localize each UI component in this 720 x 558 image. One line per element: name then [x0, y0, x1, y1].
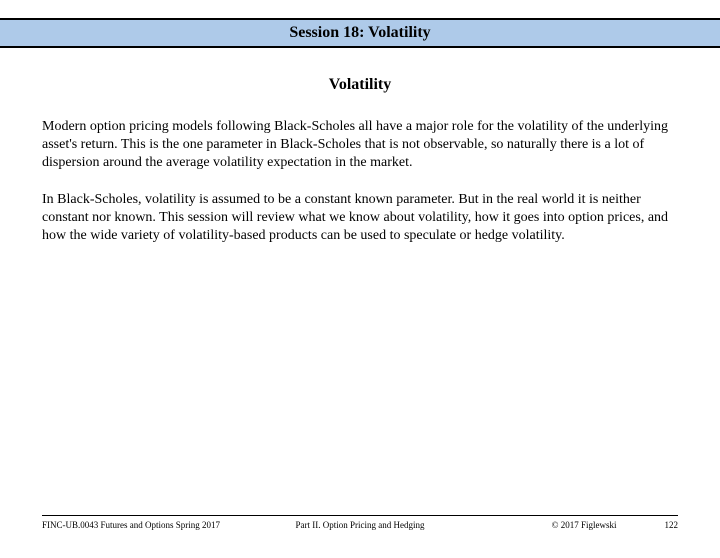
footer-row: FINC-UB.0043 Futures and Options Spring …: [42, 520, 678, 530]
session-header-bar: Session 18: Volatility: [0, 18, 720, 48]
page-footer: FINC-UB.0043 Futures and Options Spring …: [0, 515, 720, 530]
paragraph-2: In Black-Scholes, volatility is assumed …: [42, 191, 678, 246]
content-area: Volatility Modern option pricing models …: [0, 48, 720, 245]
paragraph-1: Modern option pricing models following B…: [42, 118, 678, 173]
footer-course: FINC-UB.0043 Futures and Options Spring …: [42, 520, 220, 530]
session-title: Session 18: Volatility: [289, 24, 430, 42]
footer-page-number: 122: [665, 520, 679, 530]
footer-rule: [42, 515, 678, 516]
footer-part: Part II. Option Pricing and Hedging: [296, 520, 425, 530]
footer-copyright: © 2017 Figlewski: [552, 520, 617, 530]
page-subtitle: Volatility: [42, 76, 678, 94]
